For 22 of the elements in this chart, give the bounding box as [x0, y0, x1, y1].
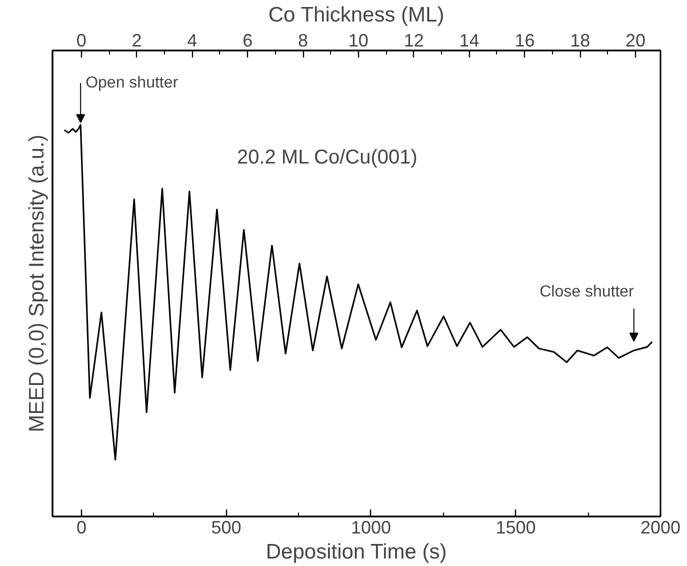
x2-tick-label: 0 — [76, 30, 86, 50]
x2-tick-label: 12 — [404, 30, 424, 50]
x2-axis-title: Co Thickness (ML) — [268, 4, 444, 26]
x2-tick-label: 2 — [132, 30, 142, 50]
x-tick-label: 500 — [211, 518, 242, 538]
annotation: Close shutter — [540, 284, 635, 301]
x2-tick-label: 16 — [514, 30, 535, 50]
x2-tick-label: 18 — [570, 30, 590, 50]
x2-tick-label: 20 — [626, 30, 646, 50]
x-tick-label: 0 — [76, 518, 86, 538]
x2-tick-label: 8 — [298, 30, 308, 50]
x-tick-label: 1500 — [496, 518, 536, 538]
x-tick-label: 2000 — [640, 518, 681, 538]
x2-tick-label: 6 — [242, 30, 253, 50]
x-axis-title: Deposition Time (s) — [266, 540, 447, 564]
y-axis-title: MEED (0,0) Spot Intensity (a.u.) — [26, 134, 48, 432]
x2-tick-label: 10 — [348, 30, 368, 50]
x-tick-label: 1000 — [350, 518, 391, 538]
annotation: Open shutter — [86, 74, 179, 92]
x2-tick-label: 14 — [459, 30, 480, 50]
annotation: 20.2 ML Co/Cu(001) — [236, 146, 418, 169]
x2-tick-label: 4 — [187, 30, 198, 50]
